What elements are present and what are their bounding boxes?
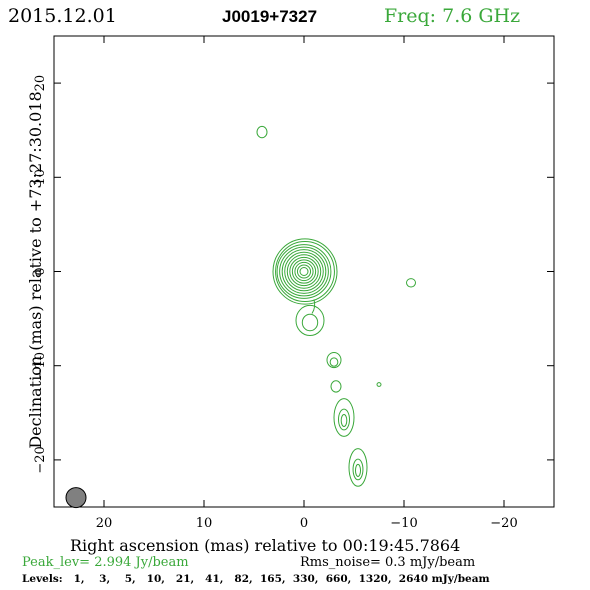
core-contour xyxy=(299,267,309,276)
core-contour xyxy=(294,261,314,282)
header-freq: Freq: 7.6 GHz xyxy=(384,5,520,27)
contour-knot-small xyxy=(376,382,382,387)
peak-level: Peak_lev= 2.994 Jy/beam xyxy=(22,555,189,570)
contour-knot-east xyxy=(406,278,416,288)
rms-noise: Rms_noise= 0.3 mJy/beam xyxy=(300,555,475,570)
y-tick-label: −10 xyxy=(33,352,48,379)
y-tick-label: 0 xyxy=(33,267,48,275)
contour-inner-jet xyxy=(295,304,325,337)
x-tick-labels: 20 10 0 −10 −20 xyxy=(96,516,518,531)
header-source: J0019+7327 xyxy=(222,7,317,26)
y-tick-label: 10 xyxy=(33,169,48,186)
contour-jet-4-peak xyxy=(354,463,362,477)
contour-jet-3-inner xyxy=(338,408,350,431)
core-contour xyxy=(291,259,317,284)
contour-jet-4-inner xyxy=(352,458,364,481)
x-tick-label: −20 xyxy=(490,516,517,531)
contour-levels: Levels: 1, 3, 5, 10, 21, 41, 82, 165, 33… xyxy=(22,573,490,585)
plot-frame xyxy=(53,35,555,508)
core-contour xyxy=(272,238,338,305)
y-tick-label: −20 xyxy=(33,446,48,473)
core-contour xyxy=(279,246,329,297)
core-contour xyxy=(281,249,327,294)
contour-inner-jet-inner xyxy=(301,313,319,332)
contour-jet-3 xyxy=(333,398,355,437)
core-jet-bridge xyxy=(311,299,316,314)
x-tick-label: 0 xyxy=(300,516,308,531)
core-contour xyxy=(296,264,312,279)
x-tick-label: 10 xyxy=(196,516,213,531)
x-tick-label: −10 xyxy=(390,516,417,531)
contour-jet-4 xyxy=(348,448,368,487)
core-contour xyxy=(286,254,322,289)
core-contour xyxy=(275,240,335,303)
beam-ellipse xyxy=(65,487,87,509)
core-contour xyxy=(276,244,332,299)
header-date: 2015.12.01 xyxy=(8,5,117,27)
x-axis-label: Right ascension (mas) relative to 00:19:… xyxy=(70,536,460,555)
y-tick-labels: 20 10 0 −10 −20 xyxy=(33,75,48,474)
contour-knot-north xyxy=(256,125,268,139)
y-axis-label: Declination (mas) relative to +73:27:30.… xyxy=(26,91,45,448)
contour-jet-3-peak xyxy=(340,413,348,428)
contour-jet-1-inner xyxy=(329,357,339,367)
contour-jet-2 xyxy=(330,380,342,393)
core-contour xyxy=(289,256,319,287)
y-tick-label: 20 xyxy=(33,75,48,92)
x-tick-label: 20 xyxy=(96,516,113,531)
contour-map xyxy=(256,125,416,487)
core-contour xyxy=(284,251,324,292)
axis-ticks xyxy=(54,36,554,507)
contour-jet-1 xyxy=(326,352,342,369)
